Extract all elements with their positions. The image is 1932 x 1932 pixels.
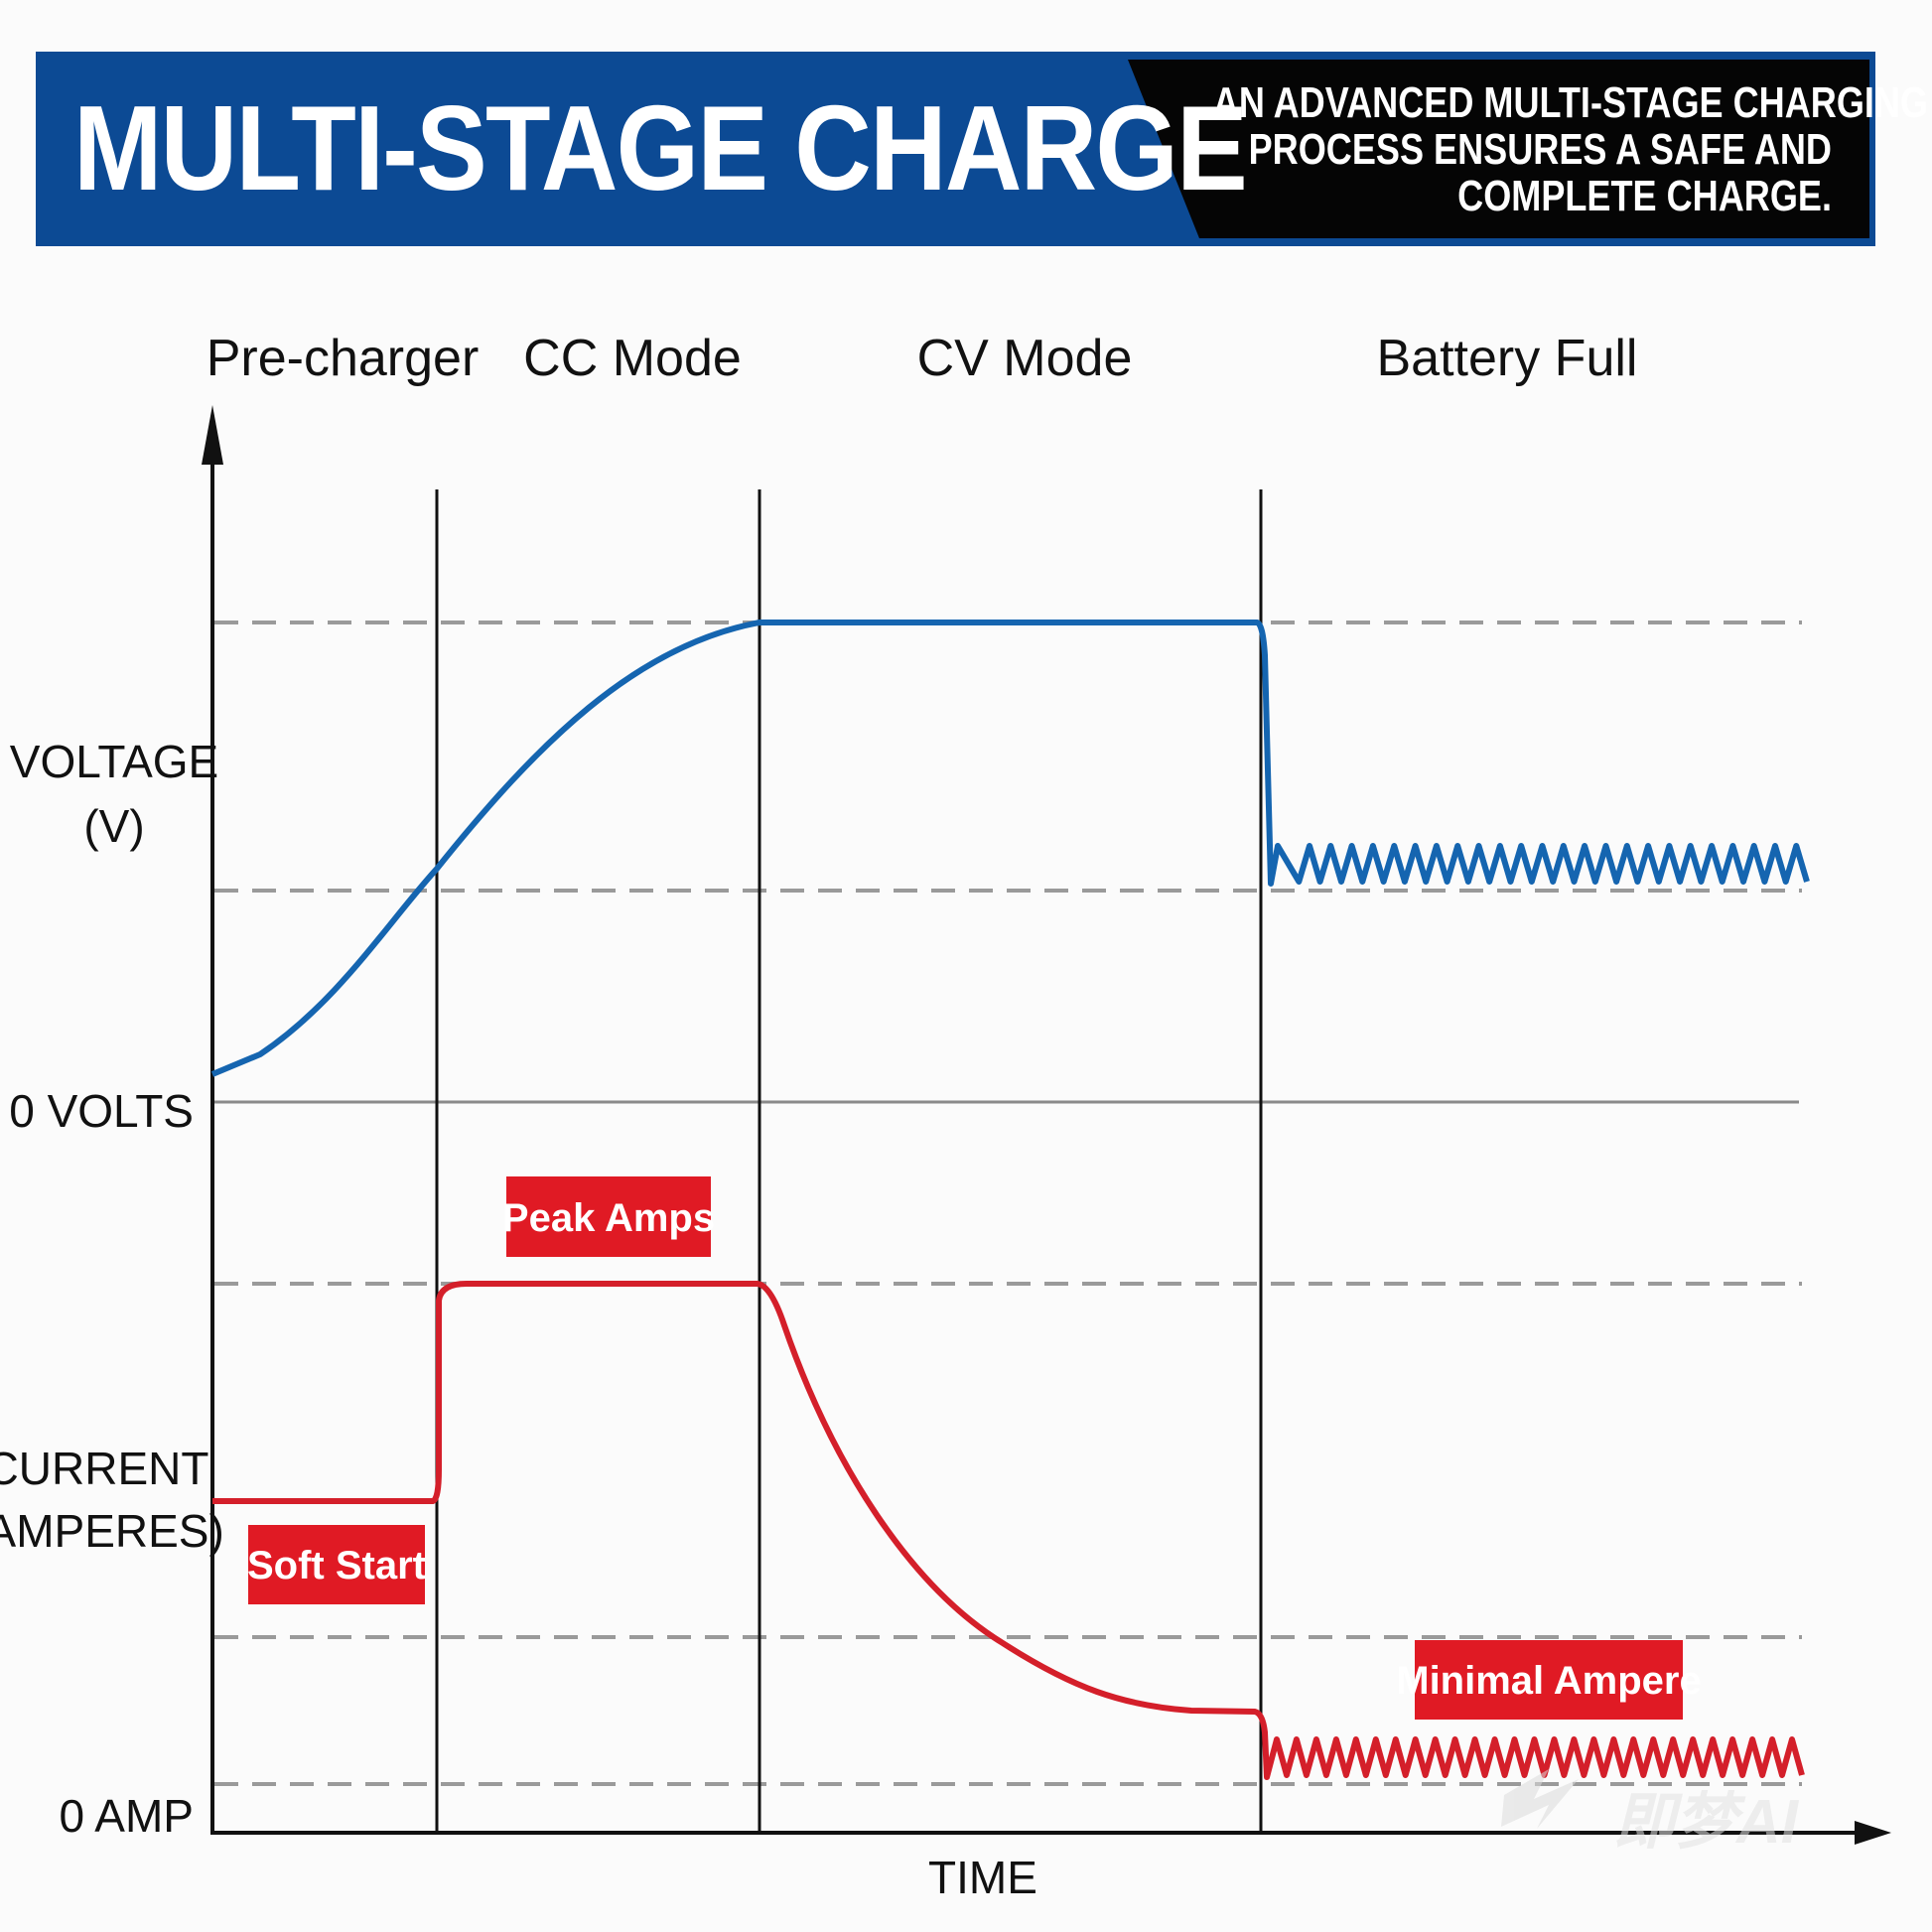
banner-background [36,52,1875,246]
annotation-tag-peak-amps: Peak Amps [502,1176,715,1257]
tag-background [506,1176,711,1257]
banner-title: MULTI-STAGE CHARGE [73,80,1248,215]
stage-dividers [435,489,1263,1832]
tag-background [1415,1640,1683,1720]
tag-label: Soft Start [247,1544,426,1587]
annotation-tag-soft-start: Soft Start [247,1525,426,1604]
banner-subtitle: AN ADVANCED MULTI-STAGE CHARGING PROCESS… [1077,78,1929,220]
title-banner: MULTI-STAGE CHARGE AN ADVANCED MULTI-STA… [36,52,1929,246]
banner-subtitle-line: COMPLETE CHARGE. [1457,172,1832,220]
watermark-text: 即梦AI [1613,1788,1800,1857]
banner-subtitle-line: PROCESS ENSURES A SAFE AND [1248,125,1832,174]
reference-gridlines [214,621,1802,1786]
zero-amp-label: 0 AMP [59,1790,194,1842]
tag-label: Minimal Ampere [1396,1659,1701,1703]
watermark-logo-icon [1501,1769,1579,1829]
annotation-tag-minimal-ampere: Minimal Ampere [1396,1640,1702,1720]
x-axis-arrow-icon [1855,1821,1891,1845]
voltage-axis-unit: (V) [83,800,144,852]
zero-volts-label: 0 VOLTS [9,1085,194,1137]
voltage-series-line [210,620,1810,1077]
stage-label-battery-full: Battery Full [1377,330,1638,387]
tag-label: Peak Amps [502,1196,715,1240]
y-axis-arrow-icon [202,405,223,465]
current-axis-unit: (AMPERES) [0,1505,224,1557]
watermark: 即梦AI [1501,1769,1800,1857]
stage-label-cc-mode: CC Mode [523,330,742,387]
stage-label-pre-charger: Pre-charger [207,330,480,387]
current-axis-label: CURRENT [0,1443,208,1494]
current-series-line [212,1281,1805,1780]
tag-background [248,1525,425,1604]
stage-label-cv-mode: CV Mode [917,330,1133,387]
banner-black-panel [1128,60,1869,238]
banner-subtitle-line: AN ADVANCED MULTI-STAGE CHARGING [1212,78,1929,127]
x-axis-label: TIME [928,1852,1037,1903]
voltage-axis-label: VOLTAGE [10,736,218,787]
